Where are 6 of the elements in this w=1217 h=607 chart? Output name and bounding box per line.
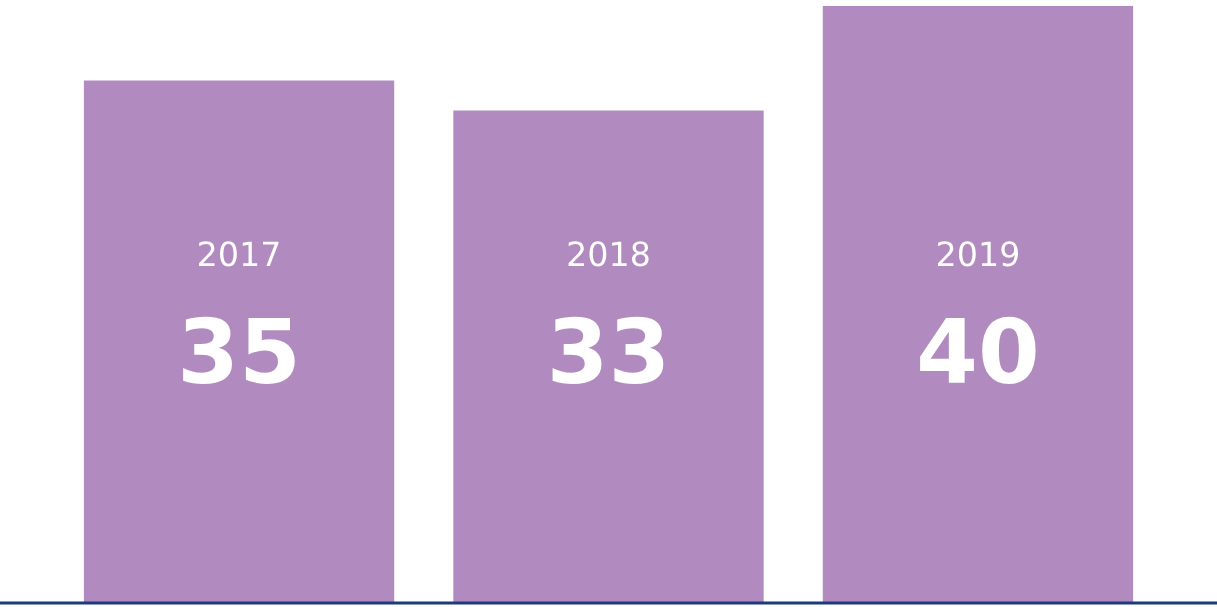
x-tick-label: 2017 bbox=[199, 241, 279, 267]
data-label: 35 bbox=[183, 316, 295, 385]
x-tick-label: 2018 bbox=[568, 241, 649, 267]
data-label: 40 bbox=[920, 316, 1036, 385]
x-tick-label: 2019 bbox=[937, 241, 1019, 267]
data-label: 33 bbox=[552, 316, 664, 385]
